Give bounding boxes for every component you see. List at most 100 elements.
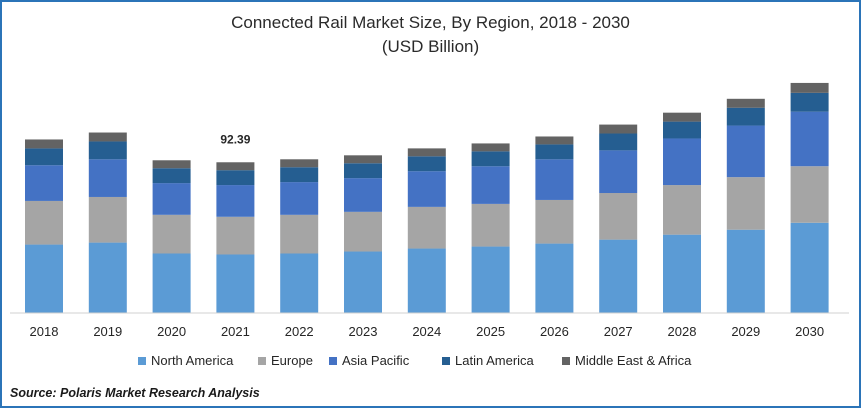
bar-2022-latin-america xyxy=(280,167,319,183)
x-tick-label-2030: 2030 xyxy=(795,324,824,339)
bar-2024-asia-pacific xyxy=(407,171,446,207)
x-tick-label-2024: 2024 xyxy=(412,324,441,339)
bar-2028-latin-america xyxy=(663,121,701,139)
bar-2018-north-america xyxy=(25,244,63,313)
bar-2026-north-america xyxy=(535,243,574,313)
bar-2019-asia-pacific xyxy=(88,159,127,197)
bar-2020-middle-east-africa xyxy=(152,160,191,169)
legend-swatch-europe xyxy=(258,357,266,365)
bar-2024-latin-america xyxy=(407,156,446,172)
bar-2020-north-america xyxy=(152,253,191,313)
bar-2029-middle-east-africa xyxy=(726,98,765,108)
bar-2028-europe xyxy=(663,185,701,235)
bar-2022-north-america xyxy=(280,253,319,313)
bar-2025-middle-east-africa xyxy=(471,143,510,152)
bar-2019-europe xyxy=(88,196,127,243)
legend-item-asia-pacific: Asia Pacific xyxy=(329,353,410,368)
bar-2026-latin-america xyxy=(535,144,574,160)
bar-2020-europe xyxy=(152,214,191,254)
bar-2019-north-america xyxy=(88,242,127,313)
bar-2022-asia-pacific xyxy=(280,182,319,215)
data-label-2021: 92.39 xyxy=(220,132,250,146)
bar-2021-latin-america xyxy=(216,170,255,186)
bar-2027-north-america xyxy=(599,239,638,313)
legend-swatch-latin-america xyxy=(442,357,450,365)
x-tick-label-2026: 2026 xyxy=(540,324,569,339)
annotations-group: 92.39 xyxy=(220,132,250,146)
chart-subtitle: (USD Billion) xyxy=(381,37,480,56)
bar-2029-europe xyxy=(726,177,765,230)
x-tick-label-2022: 2022 xyxy=(285,324,314,339)
bar-2029-asia-pacific xyxy=(726,125,765,178)
bar-2023-latin-america xyxy=(344,163,382,179)
bar-2018-latin-america xyxy=(25,148,63,166)
bar-2027-europe xyxy=(599,193,638,240)
bar-2027-latin-america xyxy=(599,133,638,151)
bar-2028-middle-east-africa xyxy=(663,112,701,122)
legend-swatch-asia-pacific xyxy=(329,357,337,365)
bar-2022-europe xyxy=(280,214,319,254)
legend: North America Europe Asia Pacific Latin Ame… xyxy=(138,353,692,368)
bar-2027-asia-pacific xyxy=(599,150,638,194)
legend-label-europe: Europe xyxy=(271,353,313,368)
legend-item-middle-east-africa: Middle East & Africa xyxy=(562,353,692,368)
bar-2024-middle-east-africa xyxy=(407,148,446,157)
bar-2026-middle-east-africa xyxy=(535,136,574,145)
bar-2020-latin-america xyxy=(152,168,191,184)
bar-2024-north-america xyxy=(407,248,446,313)
bar-2021-middle-east-africa xyxy=(216,162,255,171)
x-tick-label-2018: 2018 xyxy=(30,324,59,339)
x-tick-label-2021: 2021 xyxy=(221,324,250,339)
x-tick-label-2029: 2029 xyxy=(731,324,760,339)
bar-2023-north-america xyxy=(344,251,382,313)
bar-2023-middle-east-africa xyxy=(344,155,382,164)
legend-swatch-north-america xyxy=(138,357,146,365)
bar-2025-latin-america xyxy=(471,151,510,167)
bar-2023-asia-pacific xyxy=(344,178,382,212)
bar-2030-middle-east-africa xyxy=(790,82,829,93)
bar-2019-middle-east-africa xyxy=(88,132,127,142)
legend-item-north-america: North America xyxy=(138,353,234,368)
x-tick-label-2023: 2023 xyxy=(349,324,378,339)
bar-2021-europe xyxy=(216,216,255,255)
bar-2030-north-america xyxy=(790,222,829,313)
x-tick-label-2028: 2028 xyxy=(668,324,697,339)
bar-2029-north-america xyxy=(726,229,765,313)
bar-2029-latin-america xyxy=(726,107,765,126)
bar-2025-asia-pacific xyxy=(471,166,510,204)
chart-title: Connected Rail Market Size, By Region, 2… xyxy=(231,13,630,32)
bar-2030-europe xyxy=(790,166,829,223)
bar-2018-asia-pacific xyxy=(25,165,63,201)
x-tick-label-2025: 2025 xyxy=(476,324,505,339)
bar-2027-middle-east-africa xyxy=(599,124,638,134)
legend-swatch-middle-east-africa xyxy=(562,357,570,365)
legend-label-north-america: North America xyxy=(151,353,234,368)
legend-label-latin-america: Latin America xyxy=(455,353,535,368)
bar-2018-middle-east-africa xyxy=(25,139,63,149)
bar-2026-europe xyxy=(535,199,574,244)
bar-2028-asia-pacific xyxy=(663,138,701,186)
x-tick-label-2020: 2020 xyxy=(157,324,186,339)
x-tick-label-2027: 2027 xyxy=(604,324,633,339)
x-tick-labels: 2018 2019 2020 2021 2022 2023 2024 2025 2026 2027… xyxy=(30,324,825,339)
legend-item-europe: Europe xyxy=(258,353,313,368)
legend-label-asia-pacific: Asia Pacific xyxy=(342,353,410,368)
legend-label-middle-east-africa: Middle East & Africa xyxy=(575,353,692,368)
bar-2023-europe xyxy=(344,211,382,252)
bars-group xyxy=(25,82,829,313)
bar-2019-latin-america xyxy=(88,141,127,160)
bar-2026-asia-pacific xyxy=(535,159,574,200)
bar-2022-middle-east-africa xyxy=(280,159,319,168)
bar-2028-north-america xyxy=(663,234,701,313)
bar-2021-asia-pacific xyxy=(216,185,255,217)
bar-2020-asia-pacific xyxy=(152,183,191,215)
legend-item-latin-america: Latin America xyxy=(442,353,535,368)
bar-2018-europe xyxy=(25,200,63,245)
source-note: Source: Polaris Market Research Analysis xyxy=(10,386,260,400)
bar-2024-europe xyxy=(407,206,446,249)
x-tick-label-2019: 2019 xyxy=(93,324,122,339)
bar-2025-europe xyxy=(471,203,510,247)
bar-2030-latin-america xyxy=(790,92,829,112)
bar-2030-asia-pacific xyxy=(790,111,829,167)
